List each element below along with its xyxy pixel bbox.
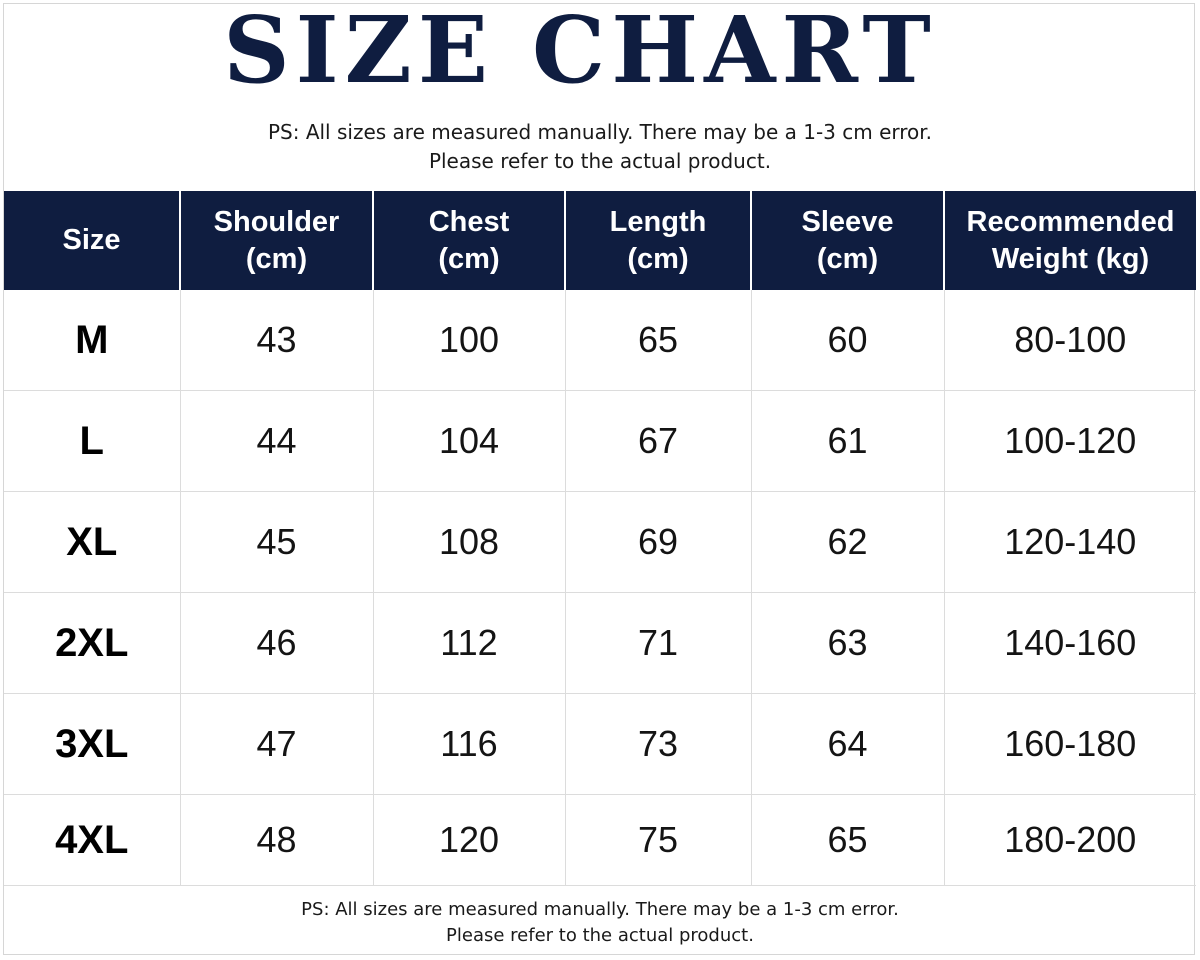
chest-cell: 112 <box>372 592 565 694</box>
size-cell: XL <box>4 491 180 593</box>
sleeve-cell: 63 <box>750 592 944 694</box>
size-cell: L <box>4 390 180 492</box>
weight-cell: 140-160 <box>943 592 1196 694</box>
header-unit: (cm) <box>438 242 500 275</box>
shoulder-cell: 43 <box>179 290 373 391</box>
note-line-1: PS: All sizes are measured manually. The… <box>267 120 933 144</box>
length-cell: 69 <box>564 491 751 593</box>
note-line-1: PS: All sizes are measured manually. The… <box>301 899 899 920</box>
length-cell: 67 <box>564 390 751 492</box>
weight-cell: 120-140 <box>943 491 1196 593</box>
sleeve-cell: 60 <box>750 290 944 391</box>
chest-cell: 116 <box>372 693 565 795</box>
page-title: SIZE CHART <box>223 0 937 104</box>
weight-cell: 100-120 <box>943 390 1196 492</box>
shoulder-cell: 47 <box>179 693 373 795</box>
length-cell: 65 <box>564 290 751 391</box>
chest-cell: 120 <box>372 794 565 886</box>
header-label: Shoulder <box>213 205 340 238</box>
header-unit: (cm) <box>245 242 308 275</box>
header-sleeve: Sleeve (cm) <box>750 191 944 290</box>
length-cell: 75 <box>564 794 751 886</box>
measurement-note-bottom: PS: All sizes are measured manually. The… <box>0 897 1200 949</box>
measurement-note-top: PS: All sizes are measured manually. The… <box>0 118 1200 176</box>
header-unit: Weight (kg) <box>991 242 1150 275</box>
table-row: 4XL 48 120 75 65 180-200 <box>4 794 1196 886</box>
header-recommended-weight: Recommended Weight (kg) <box>943 191 1196 290</box>
size-cell: 2XL <box>4 592 180 694</box>
table-row: L 44 104 67 61 100-120 <box>4 390 1196 492</box>
header-label: Chest <box>428 205 510 238</box>
shoulder-cell: 46 <box>179 592 373 694</box>
table-row: M 43 100 65 60 80-100 <box>4 290 1196 391</box>
header-label: Recommended <box>966 205 1175 238</box>
header-label: Size <box>62 224 121 256</box>
weight-cell: 160-180 <box>943 693 1196 795</box>
sleeve-cell: 61 <box>750 390 944 492</box>
length-cell: 73 <box>564 693 751 795</box>
chest-cell: 100 <box>372 290 565 391</box>
length-cell: 71 <box>564 592 751 694</box>
header-unit: (cm) <box>627 242 689 275</box>
table-row: 3XL 47 116 73 64 160-180 <box>4 693 1196 795</box>
size-table: Size Shoulder (cm) Chest (cm) Length (cm… <box>4 191 1196 886</box>
note-line-2: Please refer to the actual product. <box>446 925 754 946</box>
sleeve-cell: 64 <box>750 693 944 795</box>
sleeve-cell: 62 <box>750 491 944 593</box>
chest-cell: 108 <box>372 491 565 593</box>
header-label: Length <box>609 205 707 238</box>
weight-cell: 180-200 <box>943 794 1196 886</box>
size-cell: 3XL <box>4 693 180 795</box>
header-shoulder: Shoulder (cm) <box>179 191 373 290</box>
header-size: Size <box>4 191 180 290</box>
table-row: XL 45 108 69 62 120-140 <box>4 491 1196 593</box>
header-label: Sleeve <box>801 205 894 238</box>
chest-cell: 104 <box>372 390 565 492</box>
table-row: 2XL 46 112 71 63 140-160 <box>4 592 1196 694</box>
header-unit: (cm) <box>816 242 879 275</box>
shoulder-cell: 48 <box>179 794 373 886</box>
shoulder-cell: 45 <box>179 491 373 593</box>
size-cell: 4XL <box>4 794 180 886</box>
sleeve-cell: 65 <box>750 794 944 886</box>
header-chest: Chest (cm) <box>372 191 565 290</box>
note-line-2: Please refer to the actual product. <box>428 149 772 173</box>
shoulder-cell: 44 <box>179 390 373 492</box>
header-length: Length (cm) <box>564 191 751 290</box>
weight-cell: 80-100 <box>943 290 1196 391</box>
table-header-row: Size Shoulder (cm) Chest (cm) Length (cm… <box>4 191 1196 290</box>
size-cell: M <box>4 290 180 391</box>
